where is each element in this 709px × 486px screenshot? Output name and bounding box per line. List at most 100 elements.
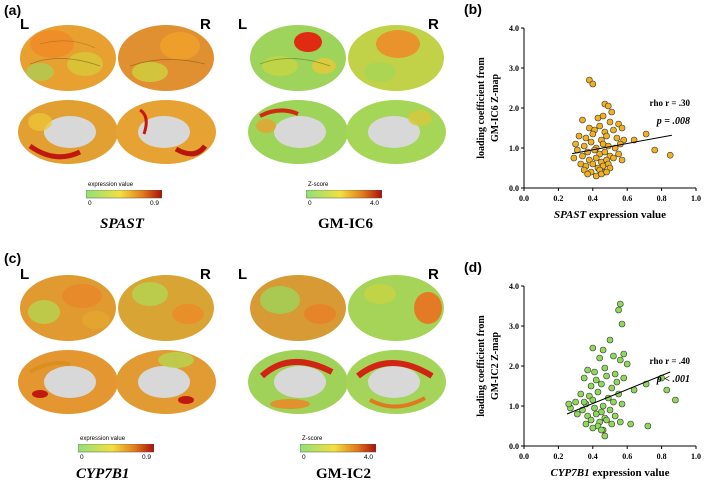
data-point	[601, 148, 609, 156]
data-point	[599, 112, 607, 120]
brain-medial-left	[248, 100, 348, 164]
colorbar-min: 0	[80, 454, 84, 461]
data-point	[617, 300, 624, 308]
data-point	[604, 142, 612, 150]
x-axis-label: SPAST expression value	[554, 209, 666, 221]
brain-lateral-right	[118, 25, 214, 91]
right-hemisphere-label: R	[428, 266, 439, 283]
y-axis-label-line2: GM-IC2 Z-map	[490, 332, 501, 400]
data-point	[618, 124, 626, 132]
left-hemisphere-label: L	[20, 266, 30, 283]
brain-surface-gm-ic6	[248, 25, 446, 164]
data-point	[580, 398, 588, 406]
annotation-p: p = .008	[656, 116, 690, 127]
x-axis-label-gene: CYP7B1	[551, 467, 590, 479]
colorbar-max: 4.0	[364, 454, 374, 461]
x-tick-label: 0.8	[657, 194, 667, 203]
data-point	[672, 396, 679, 404]
brain-lateral-left	[20, 275, 116, 341]
data-point	[651, 146, 659, 154]
data-point	[623, 360, 631, 368]
brain-lateral-right	[348, 25, 444, 91]
data-point	[642, 130, 650, 138]
colorbar-title: Z-score	[308, 182, 329, 188]
y-tick-label: 3.0	[509, 322, 519, 331]
data-point	[594, 388, 602, 396]
x-axis-label: CYP7B1 expression value	[551, 467, 670, 479]
colorbar-min: 0	[302, 454, 306, 461]
y-tick-label: 0.0	[509, 442, 519, 451]
x-axis-label-rest: expression value	[586, 209, 666, 221]
data-point	[620, 350, 628, 358]
data-point	[565, 400, 573, 408]
right-hemisphere-label: R	[428, 16, 439, 33]
brain-surface-gm-ic2	[248, 275, 446, 414]
x-tick-label: 1.0	[691, 452, 701, 461]
scatter-plots: (b) 0.0 0.2 0.4 0.6 0.8 1.0 0.0 1.0 2.0 3.0 4.0 load…	[464, 1, 701, 479]
data-point	[575, 132, 583, 140]
data-point	[592, 154, 600, 162]
colorbar-max: 0.9	[142, 454, 152, 461]
x-axis-label-gene: SPAST	[554, 209, 587, 221]
brain-caption-gm-ic6: GM-IC6	[318, 216, 373, 232]
data-point	[584, 170, 591, 178]
data-point	[606, 406, 614, 414]
regression-line	[572, 134, 673, 155]
data-point	[592, 410, 600, 418]
data-point	[584, 366, 591, 374]
data-point	[579, 152, 586, 160]
brain-caption-gm-ic2: GM-IC2	[316, 466, 371, 482]
x-tick-label: 0.4	[588, 194, 598, 203]
data-point	[663, 386, 671, 394]
data-point	[603, 132, 610, 140]
data-point	[603, 416, 610, 424]
x-tick-label: 1.0	[691, 194, 701, 203]
data-point	[613, 378, 621, 386]
data-point	[610, 154, 617, 162]
data-point	[587, 416, 595, 424]
x-tick-label: 0.0	[519, 452, 529, 461]
y-tick-label: 4.0	[509, 24, 519, 33]
x-tick-label: 0.8	[657, 452, 667, 461]
y-tick-label: 0.0	[509, 184, 519, 193]
data-point	[610, 352, 617, 360]
data-point	[603, 168, 610, 176]
data-point	[615, 306, 622, 314]
data-point	[606, 336, 614, 344]
brain-lateral-left	[20, 25, 116, 91]
data-point	[577, 390, 585, 398]
colorbar-min: 0	[88, 200, 92, 207]
colorbar-cyp7b1	[78, 444, 154, 453]
data-point	[611, 412, 619, 420]
data-point	[589, 80, 597, 88]
data-point	[611, 370, 619, 378]
data-point	[587, 138, 595, 146]
data-point	[610, 398, 617, 406]
x-tick-label: 0.2	[553, 452, 563, 461]
data-point	[608, 108, 616, 116]
data-point	[589, 344, 597, 352]
colorbar-min: 0	[308, 200, 312, 207]
brain-caption-cyp7b1: CYP7B1	[76, 466, 130, 482]
data-point	[582, 420, 590, 428]
data-point	[589, 160, 597, 168]
data-point	[598, 426, 605, 434]
colorbar-title: expression value	[88, 182, 134, 188]
y-axis-label-line2: GM-IC6 Z-map	[490, 74, 501, 142]
panel-label-a: (a)	[4, 2, 22, 18]
right-hemisphere-label: R	[200, 266, 211, 283]
data-point	[604, 102, 612, 110]
data-point	[596, 354, 603, 362]
y-tick-label: 3.0	[509, 64, 519, 73]
data-point	[618, 156, 626, 164]
colorbar-max: 4.0	[370, 200, 380, 207]
data-point	[620, 374, 628, 382]
data-point	[591, 404, 598, 412]
colorbar-gm-ic6	[306, 190, 382, 199]
brain-medial-right	[116, 100, 216, 164]
colorbar-spast	[86, 190, 162, 199]
colorbar-title: Z-score	[302, 436, 323, 442]
data-point	[589, 424, 597, 432]
data-point	[644, 422, 652, 430]
x-tick-label: 0.2	[553, 194, 563, 203]
